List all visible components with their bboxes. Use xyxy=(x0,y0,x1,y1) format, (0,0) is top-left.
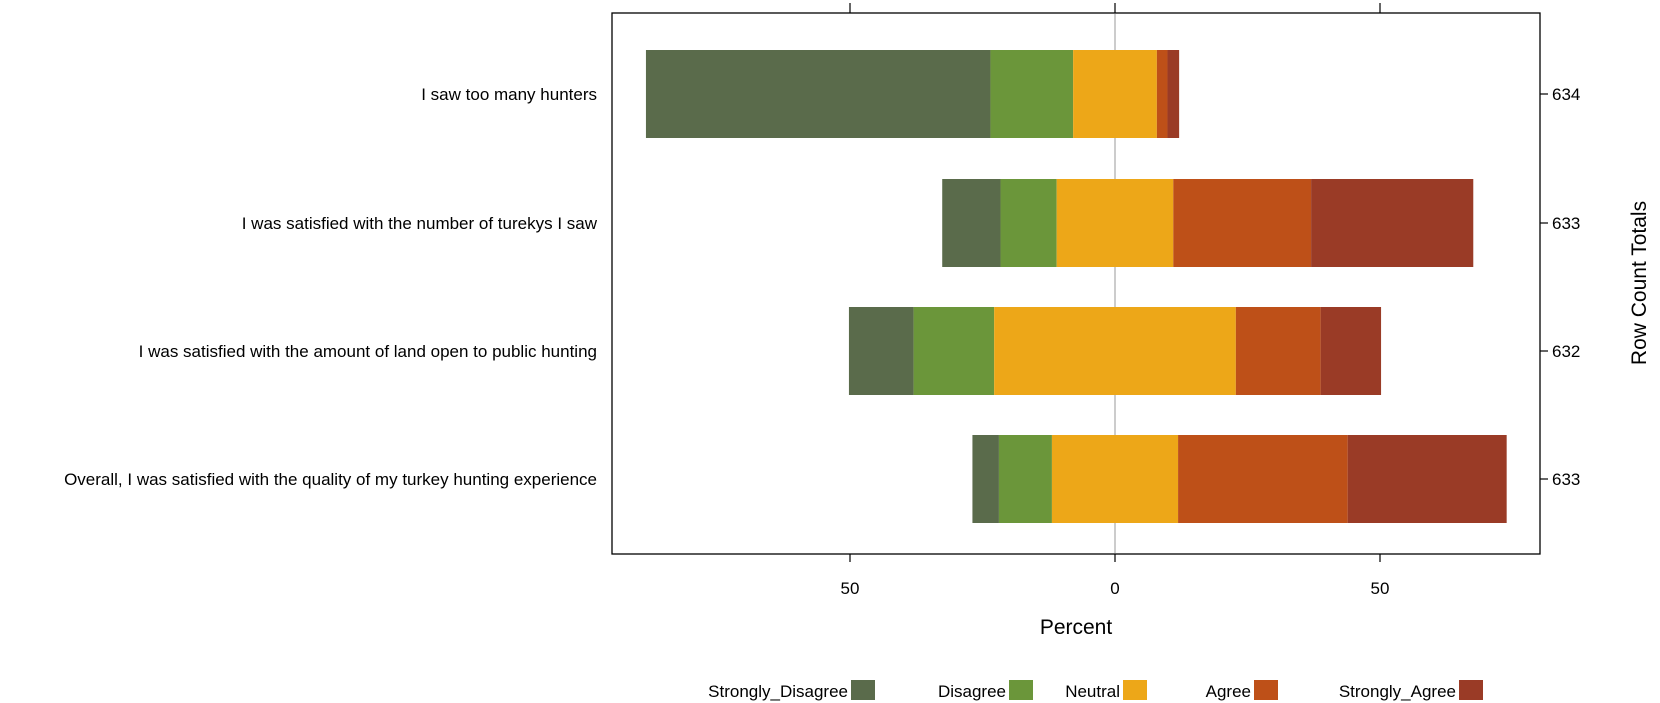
legend-label: Neutral xyxy=(1065,682,1120,701)
legend-label: Agree xyxy=(1206,682,1251,701)
bar-disagree xyxy=(913,307,995,395)
row-total-label: 633 xyxy=(1552,214,1580,233)
bar-agree xyxy=(1235,307,1321,395)
category-label: I saw too many hunters xyxy=(421,85,597,104)
legend-label: Disagree xyxy=(938,682,1006,701)
category-label: I was satisfied with the amount of land … xyxy=(139,342,597,361)
bar-neutral xyxy=(1051,435,1179,523)
row-totals: 634 633 632 633 xyxy=(1540,85,1580,489)
category-label: Overall, I was satisfied with the qualit… xyxy=(64,470,597,489)
bar-disagree xyxy=(1000,179,1057,267)
bars-group xyxy=(645,50,1507,523)
bar-neutral xyxy=(1073,50,1157,138)
bar-agree xyxy=(1178,435,1348,523)
row-total-label: 633 xyxy=(1552,470,1580,489)
legend-swatch xyxy=(1123,680,1147,700)
bar-strongly-disagree xyxy=(848,307,914,395)
bar-strongly-agree xyxy=(1347,435,1507,523)
bar-strongly-agree xyxy=(1311,179,1474,267)
legend-swatch xyxy=(1009,680,1033,700)
bar-agree xyxy=(1156,50,1168,138)
bar-neutral xyxy=(1056,179,1174,267)
legend-swatch xyxy=(1254,680,1278,700)
x-axis-title: Percent xyxy=(1040,616,1113,639)
x-tick-label: 50 xyxy=(1371,579,1390,598)
bar-strongly-disagree xyxy=(972,435,999,523)
bar-disagree xyxy=(990,50,1074,138)
legend-label: Strongly_Agree xyxy=(1339,682,1456,701)
legend-swatch xyxy=(851,680,875,700)
category-label: I was satisfied with the number of turek… xyxy=(242,214,598,233)
right-axis-title: Row Count Totals xyxy=(1628,201,1651,365)
bar-agree xyxy=(1173,179,1312,267)
legend-label: Strongly_Disagree xyxy=(708,682,848,701)
bar-strongly-agree xyxy=(1320,307,1382,395)
bar-strongly-disagree xyxy=(942,179,1001,267)
bar-neutral xyxy=(994,307,1236,395)
legend: Strongly_Disagree Disagree Neutral Agree Str… xyxy=(708,680,1483,701)
row-total-label: 634 xyxy=(1552,85,1580,104)
bar-strongly-agree xyxy=(1167,50,1180,138)
x-tick-label: 0 xyxy=(1110,579,1119,598)
bar-strongly-disagree xyxy=(645,50,991,138)
bar-disagree xyxy=(998,435,1052,523)
category-labels: I saw too many hunters I was satisfied wi… xyxy=(64,85,598,489)
x-axis-ticks: 50 0 50 xyxy=(841,3,1390,598)
row-total-label: 632 xyxy=(1552,342,1580,361)
x-tick-label: 50 xyxy=(841,579,860,598)
legend-swatch xyxy=(1459,680,1483,700)
plot-frame xyxy=(611,12,1541,555)
